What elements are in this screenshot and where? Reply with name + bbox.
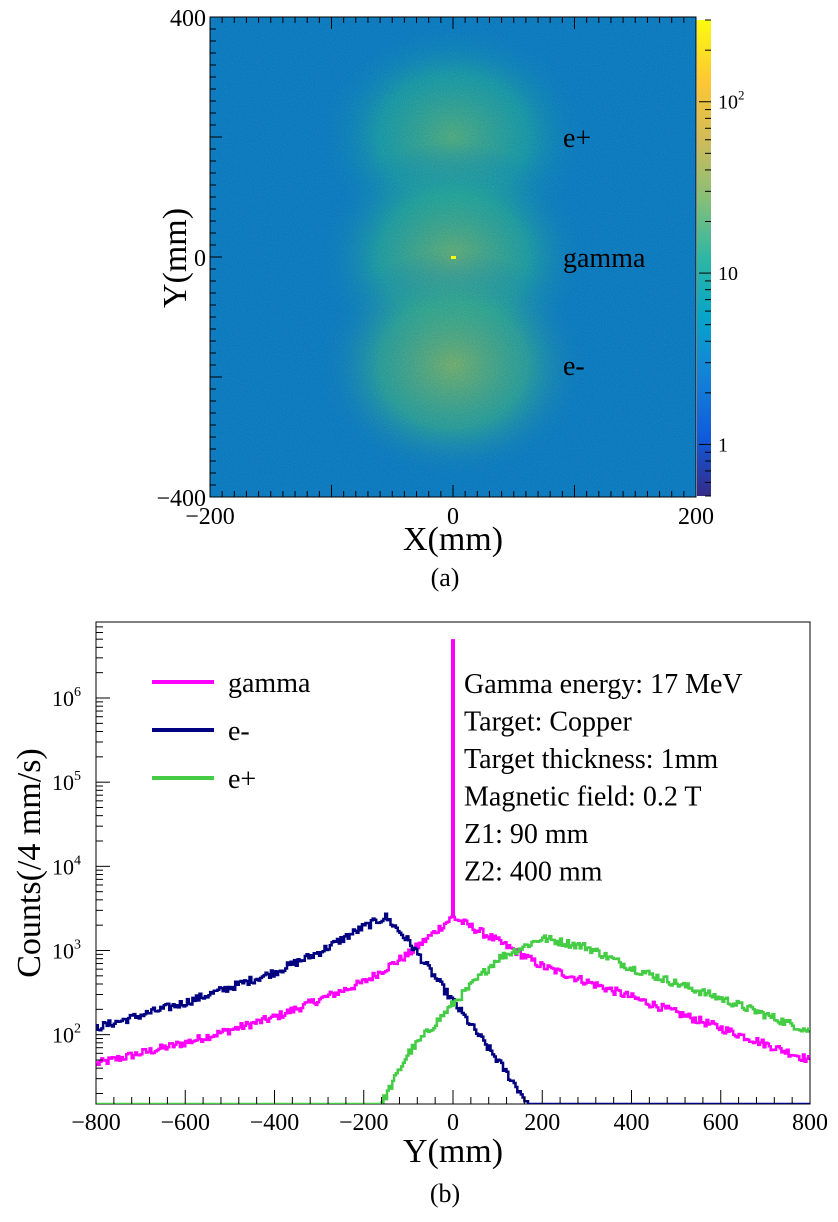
y-axis-label-b: Counts(/4 mm/s) bbox=[11, 748, 48, 978]
series-e- bbox=[96, 912, 810, 1104]
y-tick-label-b: 105 bbox=[52, 769, 81, 795]
x-tick-label-b: −400 bbox=[250, 1110, 300, 1136]
legend-label-gamma: gamma bbox=[228, 668, 311, 699]
x-tick-label-b: 0 bbox=[447, 1110, 459, 1136]
x-tick-label-b: −800 bbox=[71, 1110, 121, 1136]
legend-label-e-: e- bbox=[228, 716, 250, 747]
annotation-line: Magnetic field: 0.2 T bbox=[464, 782, 701, 813]
panel-a-caption: (a) bbox=[431, 563, 460, 592]
annotation-line: Target thickness: 1mm bbox=[464, 744, 718, 775]
annotation-line: Z1: 90 mm bbox=[464, 819, 589, 850]
legend-label-e+: e+ bbox=[228, 764, 256, 795]
heatmap-hot-spot bbox=[451, 256, 456, 259]
y-tick-label-a: 400 bbox=[170, 6, 206, 32]
colorbar-tick-label: 102 bbox=[718, 88, 745, 114]
x-tick-label-b: 800 bbox=[792, 1110, 828, 1136]
x-axis-label-a: X(mm) bbox=[403, 521, 503, 558]
x-axis-label-b: Y(mm) bbox=[403, 1133, 503, 1170]
x-tick-label-b: 600 bbox=[703, 1110, 739, 1136]
x-tick-label-a: −200 bbox=[185, 504, 235, 530]
x-tick-label-b: −600 bbox=[160, 1110, 210, 1136]
y-tick-label-b: 102 bbox=[52, 1022, 81, 1048]
annotation-line: Target: Copper bbox=[464, 707, 632, 738]
colorbar bbox=[697, 20, 711, 496]
x-tick-label-b: −200 bbox=[339, 1110, 389, 1136]
colorbar-tick-label: 10 bbox=[718, 263, 738, 285]
y-tick-label-b: 104 bbox=[52, 853, 81, 879]
series-e+ bbox=[96, 934, 810, 1104]
y-tick-label-a: 0 bbox=[194, 246, 206, 272]
cluster-label-e-: e- bbox=[563, 351, 585, 382]
y-tick-label-a: −400 bbox=[156, 486, 206, 512]
x-tick-label-a: 0 bbox=[447, 504, 459, 530]
x-tick-label-b: 400 bbox=[614, 1110, 650, 1136]
y-tick-label-b: 106 bbox=[52, 685, 81, 711]
x-tick-label-a: 200 bbox=[678, 504, 714, 530]
x-tick-label-b: 200 bbox=[524, 1110, 560, 1136]
cluster-label-e+: e+ bbox=[563, 123, 591, 154]
annotation-line: Z2: 400 mm bbox=[464, 857, 603, 888]
y-axis-label-a: Y(mm) bbox=[157, 208, 194, 308]
colorbar-tick-label: 1 bbox=[718, 434, 728, 456]
annotation-line: Gamma energy: 17 MeV bbox=[464, 669, 743, 700]
panel-b-caption: (b) bbox=[430, 1179, 460, 1208]
y-tick-label-b: 103 bbox=[52, 937, 81, 963]
panel-b-line-chart: 102 103 104 105 106 −800 −600 −400 −200 0 200 400 6… bbox=[11, 621, 828, 1208]
cluster-label-gamma: gamma bbox=[563, 243, 646, 274]
